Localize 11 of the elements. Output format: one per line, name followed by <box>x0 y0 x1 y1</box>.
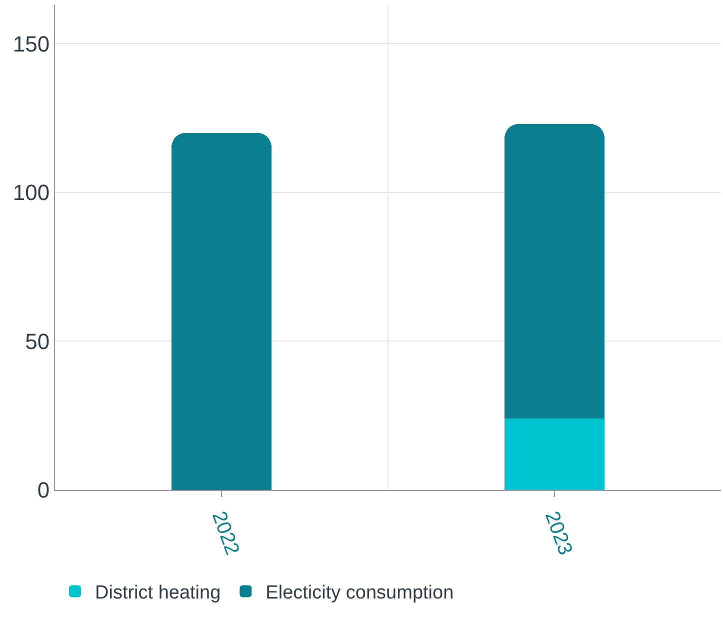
y-tick-label: 50 <box>25 328 50 354</box>
legend-label: Electicity consumption <box>266 582 454 604</box>
legend-label: District heating <box>95 582 221 604</box>
bar <box>172 132 272 490</box>
x-tick-label: 2022 <box>207 508 244 558</box>
y-tick-label: 0 <box>37 478 50 503</box>
bar <box>504 418 604 490</box>
x-tick-label: 2023 <box>540 508 576 558</box>
bar <box>504 124 604 419</box>
y-tick-label: 100 <box>12 180 50 206</box>
y-tick-label: 150 <box>12 31 50 56</box>
